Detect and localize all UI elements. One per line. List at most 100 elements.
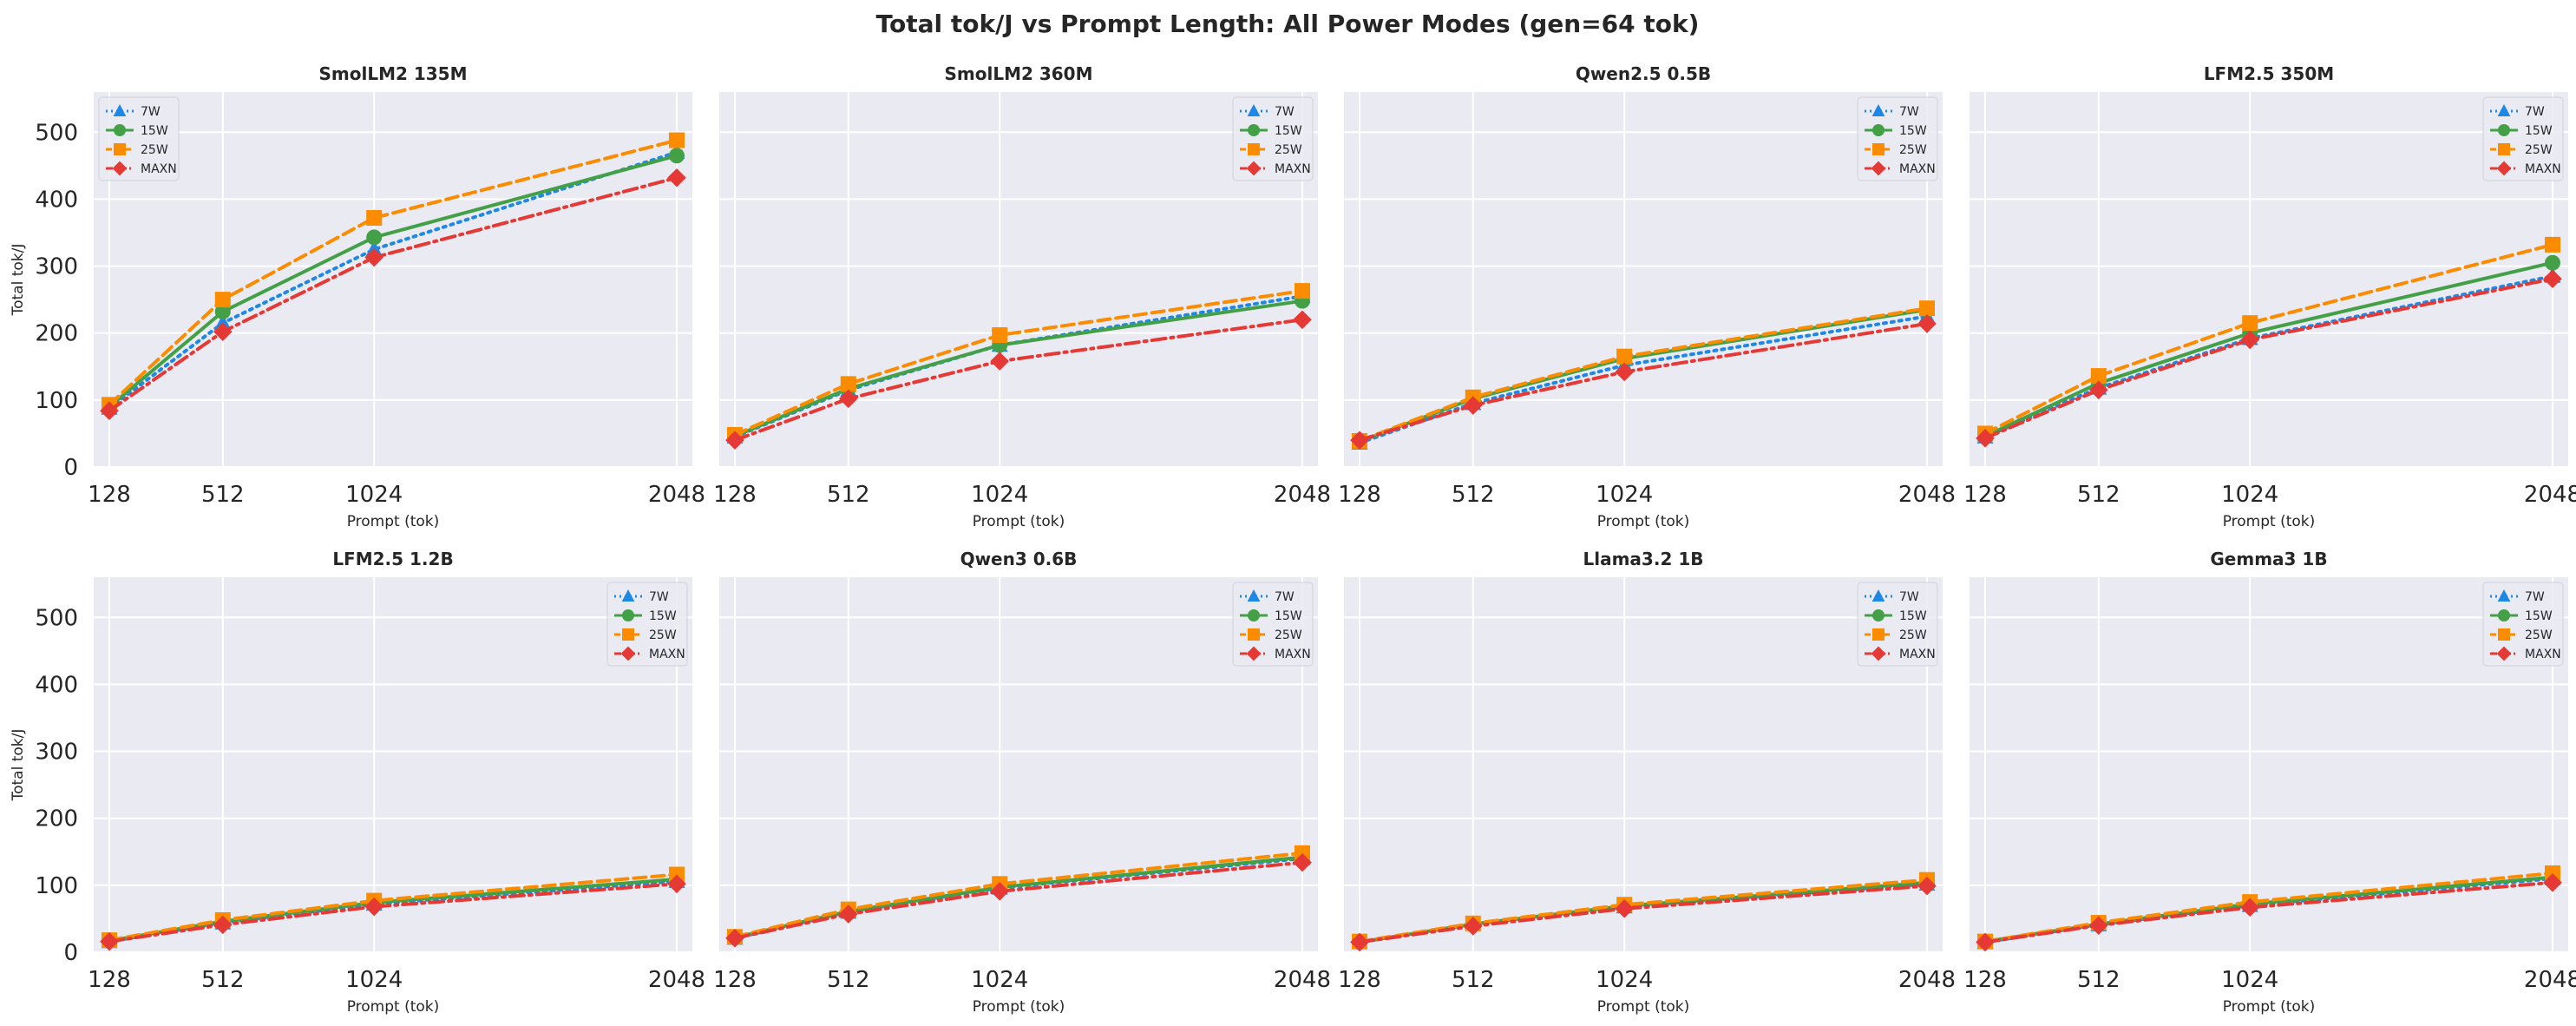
series-maxn [100, 168, 686, 420]
x-tick-label: 1024 [345, 967, 403, 993]
x-axis-label: Prompt (tok) [973, 513, 1065, 530]
plot-background [1970, 577, 2568, 952]
series-line [1358, 884, 1929, 944]
series-line [733, 289, 1304, 437]
x-axis-label: Prompt (tok) [2223, 513, 2316, 530]
y-tick-label: 100 [35, 873, 78, 899]
y-axis-label: Total tok/J [10, 244, 27, 317]
panel-4: LFM2.5 350M 128 512 1024 2048 Prompt (tok) 7W 1… [1963, 63, 2576, 530]
series-line [733, 860, 1304, 940]
legend: 7W 15W 25W MAXN [1857, 582, 1938, 667]
data-point [2089, 916, 2108, 935]
y-tick-label: 400 [35, 187, 78, 213]
data-point [725, 929, 744, 948]
panel-title: Llama3.2 1B [1583, 549, 1704, 569]
x-tick-label: 2048 [1274, 967, 1331, 993]
y-tick-label: 500 [35, 120, 78, 146]
legend-item-25w: 25W [2490, 628, 2553, 642]
series-line [733, 299, 1304, 438]
panel-title: Gemma3 1B [2210, 549, 2327, 569]
legend-label: MAXN [1275, 162, 1311, 176]
legend-item-maxn: MAXN [2490, 646, 2561, 661]
x-axis-label: Prompt (tok) [1597, 998, 1690, 1016]
legend-item-15w: 15W [2490, 124, 2553, 138]
legend-label: 15W [2525, 124, 2553, 138]
x-tick-label: 512 [2077, 967, 2120, 993]
legend-label: 25W [1899, 143, 1927, 157]
legend-label: 15W [1899, 124, 1927, 138]
legend-label: 15W [1275, 609, 1302, 623]
legend-marker [1246, 646, 1262, 661]
legend-box [2482, 582, 2564, 667]
legend-marker [1248, 124, 1260, 136]
x-tick-label: 128 [88, 967, 131, 993]
legend-label: MAXN [1899, 162, 1936, 176]
panel-title: SmolLM2 360M [944, 63, 1092, 84]
x-tick-label: 2048 [1898, 967, 1956, 993]
legend-label: 15W [649, 609, 677, 623]
x-tick-label: 128 [713, 967, 757, 993]
legend-item-7w: 7W [614, 589, 669, 604]
data-point [1350, 932, 1369, 952]
plot-background [94, 92, 692, 467]
legend-item-15w: 15W [2490, 609, 2553, 623]
data-point [839, 904, 858, 924]
legend-marker [1248, 143, 1260, 155]
legend-item-25w: 25W [1240, 628, 1302, 642]
data-point [2240, 898, 2259, 917]
panel-6: Qwen3 0.6B 128 512 1024 2048 Prompt (tok) 7W 15… [713, 549, 1331, 1016]
data-point [1976, 429, 1995, 448]
legend-item-7w: 7W [2490, 589, 2545, 604]
series-25w [102, 132, 685, 413]
y-tick-label: 200 [35, 321, 78, 347]
legend-marker [114, 143, 126, 155]
panel-1: SmolLM2 135M 0 100 200 300 400 500 128 512 1024 20… [10, 63, 705, 530]
panel-title: Qwen3 0.6B [960, 549, 1078, 569]
legend-marker [1872, 143, 1884, 155]
legend: 7W 15W 25W MAXN [2482, 582, 2564, 667]
x-tick-label: 512 [2077, 482, 2120, 508]
legend-item-7w: 7W [1240, 103, 1295, 119]
plot-background [1344, 92, 1943, 467]
legend-item-maxn: MAXN [1240, 646, 1311, 661]
data-point [839, 389, 858, 409]
legend-marker [1871, 646, 1886, 661]
x-tick-label: 2048 [648, 482, 705, 508]
data-point [1350, 431, 1369, 450]
legend-item-7w: 7W [1865, 103, 1919, 119]
plot-background [1344, 577, 1943, 952]
data-point [1615, 899, 1634, 918]
legend-item-maxn: MAXN [614, 646, 685, 661]
panel-title: LFM2.5 350M [2204, 63, 2334, 84]
series-maxn [1976, 269, 2562, 448]
legend-marker [1248, 628, 1260, 641]
data-point [1616, 348, 1633, 365]
legend-label: 7W [2525, 105, 2545, 119]
x-tick-label: 128 [88, 482, 131, 508]
legend-label: 7W [2525, 590, 2545, 604]
data-point [669, 132, 685, 148]
data-point [990, 882, 1009, 901]
data-point [366, 229, 383, 246]
legend-label: MAXN [649, 648, 685, 661]
data-point [100, 931, 119, 951]
panel-8: Gemma3 1B 128 512 1024 2048 Prompt (tok) 7W 15W… [1963, 549, 2576, 1016]
legend: 7W 15W 25W MAXN [98, 96, 180, 181]
legend-item-15w: 15W [1865, 609, 1927, 623]
data-point [840, 376, 856, 392]
legend-marker [621, 589, 635, 602]
data-point [1293, 310, 1312, 330]
y-tick-label: 0 [63, 940, 78, 966]
series-25w [1977, 236, 2560, 442]
legend-box [1232, 96, 1314, 181]
legend-box [1857, 96, 1938, 181]
legend-marker [1871, 589, 1885, 602]
legend-marker [2497, 589, 2511, 602]
legend-item-15w: 15W [106, 124, 168, 138]
x-tick-label: 512 [201, 967, 245, 993]
data-point [213, 322, 233, 341]
legend-label: MAXN [2525, 648, 2561, 661]
data-point [990, 352, 1009, 371]
series-line [1983, 277, 2554, 440]
legend-label: MAXN [1899, 648, 1936, 661]
